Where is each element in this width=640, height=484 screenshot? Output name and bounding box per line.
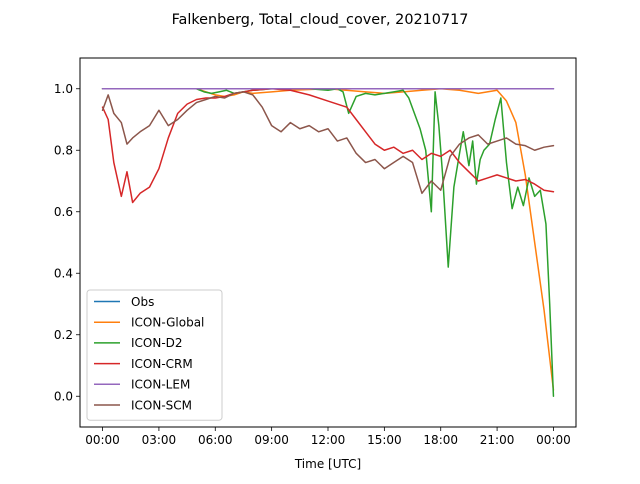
series-layer (101, 88, 555, 397)
series-line-icon-crm (101, 88, 555, 204)
y-tick-label: 0.2 (54, 328, 73, 342)
legend-entry: ICON-Global (131, 316, 204, 330)
legend-entry: Obs (131, 295, 154, 309)
legend-entry: ICON-SCM (131, 398, 192, 412)
x-axis-label: Time [UTC] (294, 457, 361, 471)
x-tick-label: 18:00 (423, 433, 458, 447)
x-axis: 00:00 03:00 06:00 09:00 12:00 15:00 18:00 21:00… (85, 427, 571, 447)
legend-entry: ICON-CRM (131, 357, 193, 371)
x-tick-label: 21:00 (480, 433, 515, 447)
y-axis: 0.0 0.2 0.4 0.6 0.8 1.0 (54, 82, 80, 404)
x-tick-label: 15:00 (367, 433, 402, 447)
y-tick-label: 0.0 (54, 390, 73, 404)
y-tick-label: 0.8 (54, 144, 73, 158)
chart-title: Falkenberg, Total_cloud_cover, 20210717 (172, 12, 469, 28)
x-tick-label: 00:00 (536, 433, 571, 447)
y-tick-label: 0.6 (54, 205, 73, 219)
x-tick-label: 00:00 (85, 433, 120, 447)
x-tick-label: 06:00 (198, 433, 233, 447)
x-tick-label: 12:00 (311, 433, 346, 447)
series-line-icon-scm (101, 91, 555, 195)
legend-entry: ICON-D2 (131, 336, 183, 350)
x-tick-label: 03:00 (142, 433, 177, 447)
y-tick-label: 0.4 (54, 267, 73, 281)
legend-entry: ICON-LEM (131, 378, 190, 392)
y-tick-label: 1.0 (54, 82, 73, 96)
x-tick-label: 09:00 (254, 433, 289, 447)
legend: Obs ICON-Global ICON-D2 ICON-CRM ICON-LEM ICO… (86, 289, 223, 421)
legend-frame (86, 289, 223, 421)
